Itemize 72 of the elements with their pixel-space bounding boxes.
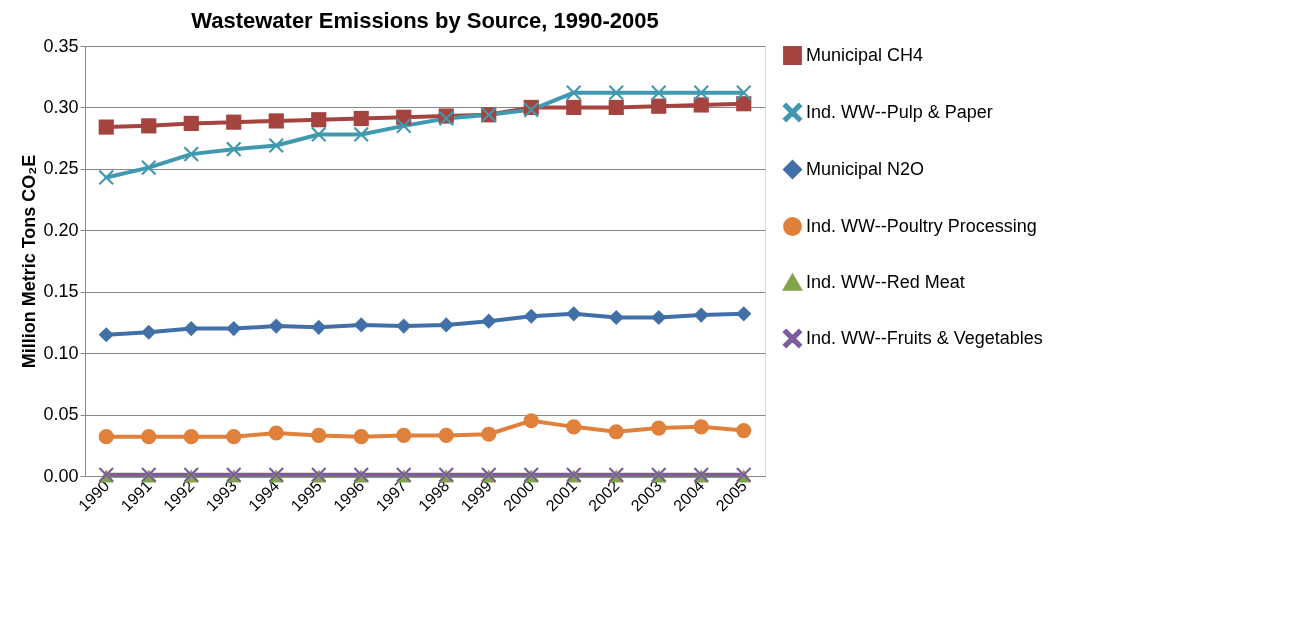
point: [226, 320, 242, 337]
point: [523, 308, 539, 324]
point: [183, 429, 199, 445]
point: [183, 146, 199, 162]
point: [396, 427, 412, 444]
point: [141, 118, 157, 134]
point: [481, 313, 497, 329]
legend-label: Municipal CH4: [806, 44, 924, 65]
point: [353, 110, 369, 127]
point: [438, 317, 454, 333]
point: [98, 119, 114, 135]
point: [651, 420, 667, 436]
point: [268, 318, 284, 334]
point: [651, 98, 667, 114]
point: [608, 85, 624, 101]
point: [183, 320, 199, 337]
point: [566, 306, 582, 322]
point: [566, 419, 582, 435]
y-tick-label: 0.20: [43, 219, 79, 240]
point: [396, 118, 412, 134]
y-tick-label: 0.25: [43, 158, 79, 179]
point: [693, 85, 709, 101]
point: [268, 425, 284, 441]
point: [438, 427, 454, 444]
y-tick-label: 0.30: [43, 96, 79, 117]
y-tick-label: 0.15: [43, 281, 79, 302]
point: [311, 112, 327, 128]
point: [736, 85, 752, 101]
point: [736, 306, 752, 322]
point: [226, 141, 242, 157]
point: [396, 318, 412, 334]
point: [608, 99, 624, 116]
y-tick-label: 0.35: [43, 35, 79, 56]
point: [523, 413, 539, 429]
legend-label: Ind. WW--Pulp & Paper: [806, 101, 993, 122]
point: [226, 429, 242, 445]
y-axis-title: Million Metric Tons CO₂E: [19, 154, 40, 369]
point: [141, 324, 157, 340]
point: [311, 427, 327, 444]
y-tick-label: 0.05: [43, 404, 79, 425]
point: [141, 429, 157, 445]
point: [311, 126, 327, 143]
y-tick-label: 0.00: [43, 465, 79, 486]
point: [353, 126, 369, 143]
point: [693, 307, 709, 323]
point: [98, 429, 114, 445]
point: [311, 319, 327, 335]
point: [226, 114, 242, 130]
point: [98, 169, 114, 186]
point: [98, 327, 114, 343]
legend-label: Municipal N2O: [806, 158, 925, 179]
legend-label: Ind. WW--Fruits & Vegetables: [806, 327, 1043, 348]
point: [651, 85, 667, 101]
point: [693, 419, 709, 435]
point: [693, 97, 709, 113]
point: [183, 115, 199, 131]
chart-title: Wastewater Emissions by Source, 1990-2005: [191, 8, 659, 33]
y-tick-label: 0.10: [43, 342, 79, 363]
point: [736, 422, 752, 439]
point: [651, 309, 667, 326]
point: [566, 99, 582, 116]
point: [353, 317, 369, 333]
point: [268, 137, 284, 154]
point: [268, 113, 284, 129]
point: [481, 426, 497, 442]
legend-label: Ind. WW--Poultry Processing: [806, 215, 1037, 236]
point: [608, 309, 624, 326]
point: [608, 424, 624, 440]
point: [353, 429, 369, 445]
point: [566, 85, 582, 101]
legend-label: Ind. WW--Red Meat: [806, 271, 965, 292]
point: [141, 160, 157, 176]
